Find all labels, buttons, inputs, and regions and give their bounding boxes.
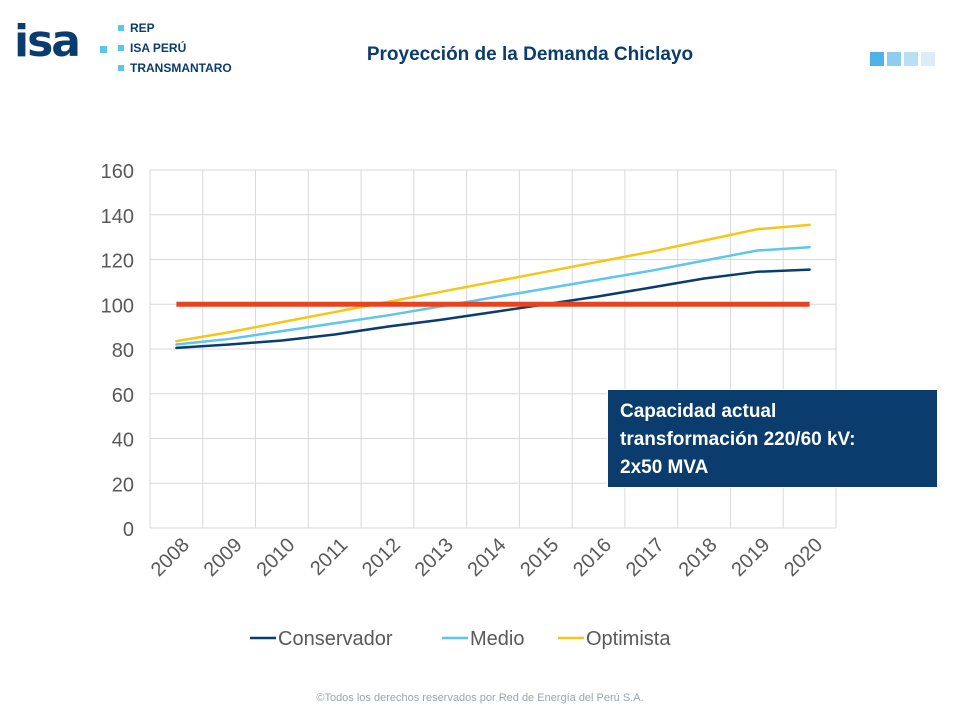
y-tick-label: 160 — [101, 161, 134, 183]
callout-line: Capacidad actual — [620, 401, 777, 422]
y-tick-label: 140 — [101, 206, 134, 228]
y-tick-label: 0 — [123, 519, 134, 541]
y-tick-label: 80 — [112, 340, 134, 362]
legend-label: Medio — [470, 628, 524, 650]
x-tick-label: 2016 — [569, 534, 616, 581]
legend-label: Optimista — [586, 628, 671, 650]
logo-item-label: ISA PERÚ — [130, 41, 187, 55]
logo-item-label: REP — [130, 21, 155, 35]
page-title: Proyección de la Demanda Chiclayo — [366, 44, 694, 65]
x-tick-label: 2008 — [147, 534, 194, 581]
y-tick-label: 60 — [112, 385, 134, 407]
x-tick-label: 2019 — [727, 534, 774, 581]
logo-item: REP — [118, 18, 232, 38]
decorative-square — [904, 52, 918, 66]
decorative-square — [921, 52, 935, 66]
square-bullet-icon — [118, 25, 124, 31]
logo-item-label: TRANSMANTARO — [130, 61, 232, 75]
square-bullet-icon — [118, 45, 124, 51]
y-tick-label: 100 — [101, 295, 134, 317]
y-tick-label: 20 — [112, 474, 134, 496]
callout-line: 2x50 MVA — [620, 457, 709, 478]
logo-item: TRANSMANTARO — [118, 58, 232, 78]
legend-label: Conservador — [278, 628, 393, 650]
series-line — [175, 268, 811, 350]
footer-copyright: ©Todos los derechos reservados por Red d… — [316, 692, 644, 704]
y-tick-label: 40 — [112, 430, 134, 452]
capacity-callout: Capacidad actual transformación 220/60 k… — [607, 389, 938, 488]
x-tick-label: 2010 — [252, 534, 299, 581]
decorative-square — [887, 52, 901, 66]
decorative-squares — [870, 52, 935, 66]
logo-dot-icon — [100, 46, 107, 53]
series-line — [175, 223, 811, 343]
callout-line: transformación 220/60 kV: — [620, 429, 856, 450]
company-logo: isa REP ISA PERÚ TRANSMANTARO — [14, 14, 244, 76]
x-tick-label: 2015 — [516, 534, 563, 581]
series-line — [175, 245, 811, 346]
x-tick-label: 2018 — [675, 534, 722, 581]
y-tick-label: 120 — [101, 251, 134, 273]
x-tick-label: 2009 — [200, 534, 247, 581]
logo-brand: isa — [14, 16, 81, 67]
x-tick-label: 2014 — [464, 534, 511, 581]
x-tick-label: 2017 — [622, 534, 669, 581]
logo-item: ISA PERÚ — [118, 38, 232, 58]
square-bullet-icon — [118, 65, 124, 71]
logo-subsidiaries: REP ISA PERÚ TRANSMANTARO — [118, 18, 232, 78]
decorative-square — [870, 52, 884, 66]
x-tick-label: 2011 — [306, 534, 352, 580]
x-tick-label: 2013 — [411, 534, 458, 581]
x-tick-label: 2020 — [780, 534, 827, 581]
x-tick-label: 2012 — [358, 534, 405, 581]
